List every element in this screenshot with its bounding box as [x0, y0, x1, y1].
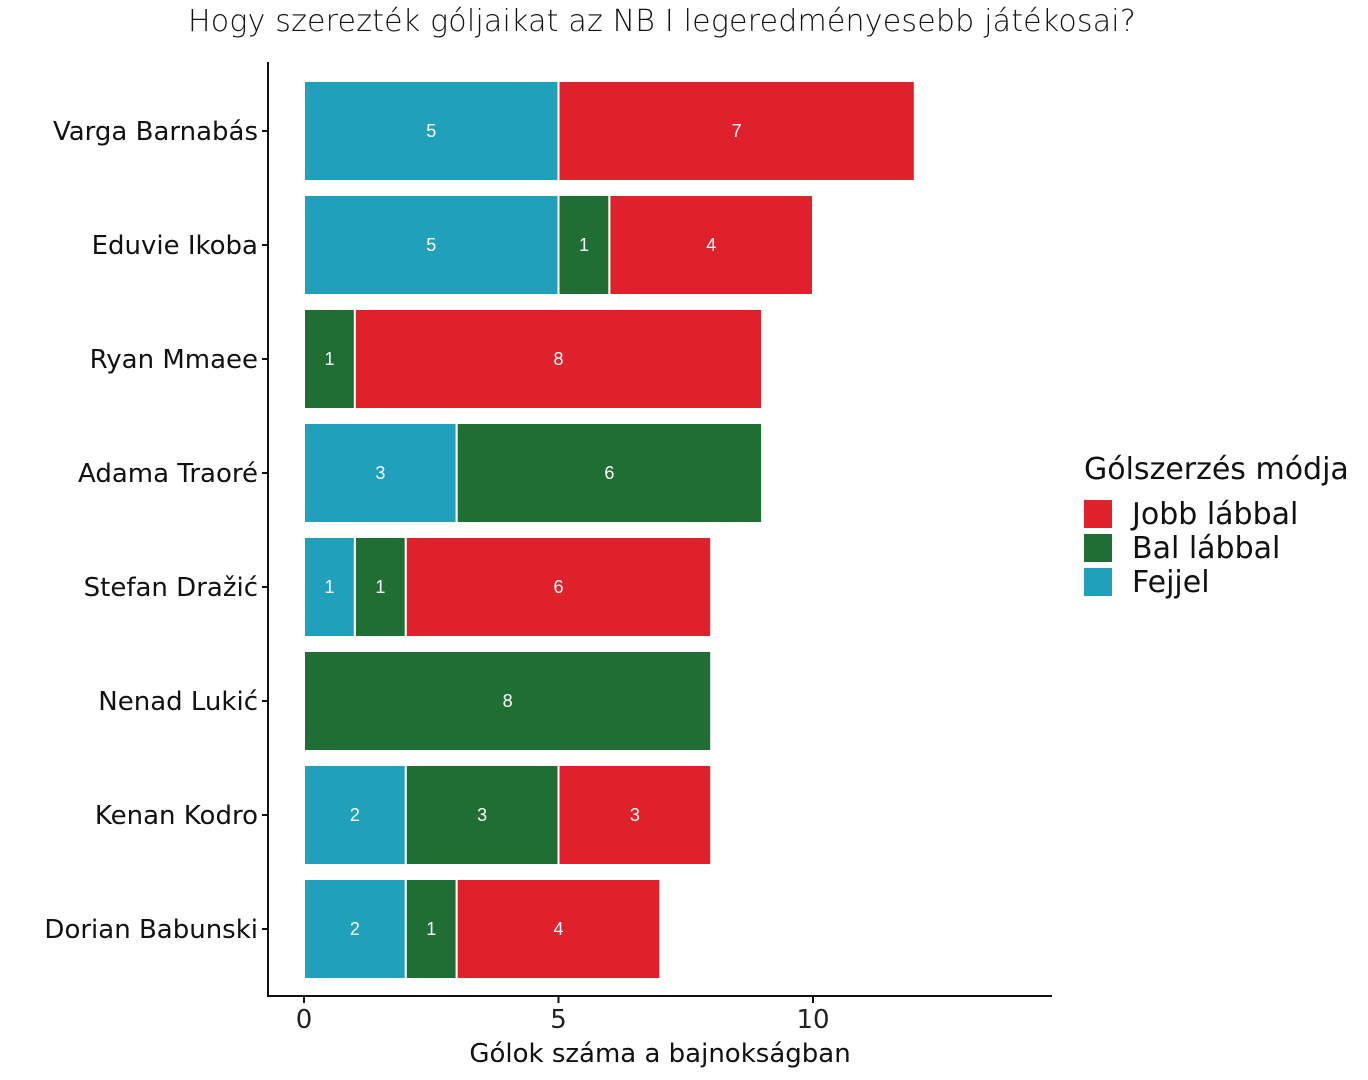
- data-label-stefan-drazic-bal-labbal: 1: [375, 577, 385, 597]
- data-label-kenan-kodro-jobb-labbal: 3: [630, 805, 640, 825]
- data-label-eduvie-ikoba-bal-labbal: 1: [579, 235, 589, 255]
- data-label-dorian-babunski-bal-labbal: 1: [426, 919, 436, 939]
- bar-adama-traore-bal-labbal: [455, 422, 764, 524]
- data-label-eduvie-ikoba-jobb-labbal: 4: [706, 235, 716, 255]
- legend-title: Gólszerzés módja: [1084, 452, 1349, 487]
- data-label-varga-barnabas-fejjel: 5: [426, 121, 436, 141]
- y-tick-label-kenan-kodro: Kenan Kodro: [95, 801, 258, 831]
- y-tick-label-eduvie-ikoba: Eduvie Ikoba: [92, 231, 258, 261]
- legend: Gólszerzés módja Jobb lábbal Bal lábbal Fe…: [1084, 452, 1349, 600]
- legend-label: Fejjel: [1132, 564, 1210, 600]
- bar-ryan-mmaee-jobb-labbal: [353, 308, 764, 410]
- legend-swatch: [1084, 500, 1112, 528]
- legend-items: Jobb lábbal Bal lábbal Fejjel: [1084, 496, 1349, 600]
- data-label-ryan-mmaee-bal-labbal: 1: [324, 349, 334, 369]
- y-tick-label-adama-traore: Adama Traoré: [78, 459, 258, 489]
- data-label-stefan-drazic-jobb-labbal: 6: [553, 577, 563, 597]
- legend-item-bal-labbal: Bal lábbal: [1084, 530, 1349, 566]
- x-tick-label-10: 10: [796, 1005, 829, 1035]
- y-tick-label-nenad-lukic: Nenad Lukić: [98, 687, 258, 717]
- data-label-varga-barnabas-jobb-labbal: 7: [732, 121, 742, 141]
- bar-kenan-kodro-jobb-labbal: [557, 764, 713, 866]
- bar-varga-barnabas-fejjel: [303, 80, 560, 182]
- bar-dorian-babunski-fejjel: [303, 878, 407, 980]
- bar-stefan-drazic-jobb-labbal: [404, 536, 713, 638]
- data-label-ryan-mmaee-jobb-labbal: 8: [553, 349, 563, 369]
- bar-dorian-babunski-bal-labbal: [404, 878, 458, 980]
- y-axis-ticks: Varga Barnabás Eduvie Ikoba Ryan Mmaee Adam…: [44, 117, 268, 945]
- legend-swatch: [1084, 534, 1112, 562]
- data-label-kenan-kodro-bal-labbal: 3: [477, 805, 487, 825]
- bar-stefan-drazic-bal-labbal: [353, 536, 407, 638]
- data-label-dorian-babunski-jobb-labbal: 4: [553, 919, 563, 939]
- legend-label: Jobb lábbal: [1132, 496, 1299, 532]
- bar-nenad-lukic-bal-labbal: [303, 650, 713, 752]
- x-tick-label-0: 0: [296, 1005, 313, 1035]
- data-label-nenad-lukic-bal-labbal: 8: [503, 691, 513, 711]
- data-label-adama-traore-fejjel: 3: [375, 463, 385, 483]
- legend-label: Bal lábbal: [1132, 530, 1281, 566]
- x-axis-title: Gólok száma a bajnokságban: [469, 1039, 850, 1069]
- data-label-kenan-kodro-fejjel: 2: [350, 805, 360, 825]
- chart-title: Hogy szerezték góljaikat az NB I legered…: [188, 4, 1136, 39]
- bar-segments: [303, 80, 916, 980]
- data-label-dorian-babunski-fejjel: 2: [350, 919, 360, 939]
- x-tick-label-5: 5: [550, 1005, 567, 1035]
- data-label-stefan-drazic-fejjel: 1: [324, 577, 334, 597]
- y-tick-label-dorian-babunski: Dorian Babunski: [44, 915, 258, 945]
- bar-eduvie-ikoba-fejjel: [303, 194, 560, 296]
- bar-dorian-babunski-jobb-labbal: [455, 878, 662, 980]
- bar-varga-barnabas-jobb-labbal: [557, 80, 916, 182]
- data-label-adama-traore-bal-labbal: 6: [604, 463, 614, 483]
- bar-adama-traore-fejjel: [303, 422, 458, 524]
- bar-ryan-mmaee-bal-labbal: [303, 308, 356, 410]
- x-axis-ticks: 0 5 10: [296, 996, 830, 1035]
- y-tick-label-stefan-drazic: Stefan Dražić: [84, 573, 258, 603]
- y-tick-label-ryan-mmaee: Ryan Mmaee: [90, 345, 258, 375]
- bar-eduvie-ikoba-jobb-labbal: [608, 194, 815, 296]
- y-tick-label-varga-barnabas: Varga Barnabás: [53, 117, 258, 147]
- legend-item-jobb-labbal: Jobb lábbal: [1084, 496, 1349, 532]
- bar-eduvie-ikoba-bal-labbal: [557, 194, 611, 296]
- bar-stefan-drazic-fejjel: [303, 536, 356, 638]
- segment-labels: 5 7 5 1 4 1 8 3 6 1 1 6 8 2 3 3 2 1 4: [324, 121, 741, 939]
- legend-item-fejjel: Fejjel: [1084, 564, 1349, 600]
- bar-kenan-kodro-bal-labbal: [404, 764, 560, 866]
- data-label-eduvie-ikoba-fejjel: 5: [426, 235, 436, 255]
- legend-swatch: [1084, 568, 1112, 596]
- bar-kenan-kodro-fejjel: [303, 764, 407, 866]
